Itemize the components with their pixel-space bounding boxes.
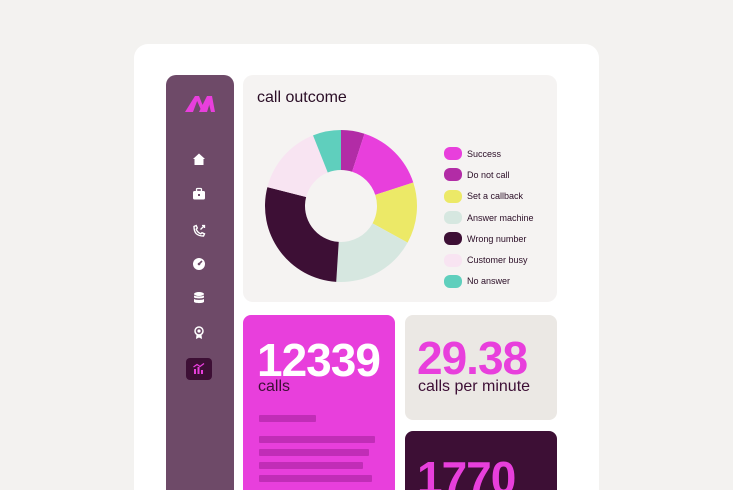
award-icon: [194, 326, 204, 339]
legend-swatch: [444, 189, 462, 203]
donut-slice: [372, 182, 417, 243]
legend-label: Customer busy: [467, 255, 528, 266]
calls-per-minute-panel: 29.38 calls per minute: [405, 315, 557, 420]
briefcase-icon: [193, 187, 205, 200]
placeholder-bar: [259, 475, 372, 482]
total-calls-panel: 12339 calls: [243, 315, 395, 490]
donut-slice: [267, 135, 328, 198]
placeholder-bar: [259, 449, 369, 456]
dashboard-gauge-icon: [193, 258, 205, 270]
stat-panel-dark: 1770: [405, 431, 557, 490]
total-calls-value: 12339: [257, 334, 381, 386]
legend-item: Answer machine: [444, 207, 534, 228]
sidebar-item-dashboard[interactable]: [189, 254, 209, 274]
call-outcome-panel: call outcome Success Do not call Set a cal…: [243, 75, 557, 302]
legend-swatch: [444, 211, 462, 225]
home-icon: [193, 153, 205, 165]
sidebar-item-analytics[interactable]: [186, 358, 212, 380]
call-outcome-donut-chart: [265, 130, 417, 282]
donut-slice: [313, 130, 341, 173]
legend-item: No answer: [444, 271, 534, 292]
legend-swatch: [444, 253, 462, 267]
total-calls-label: calls: [258, 378, 291, 395]
sidebar-item-briefcase[interactable]: [189, 184, 209, 204]
legend-item: Success: [444, 143, 534, 164]
legend-item: Do not call: [444, 164, 534, 185]
chart-legend: Success Do not call Set a callback Answer m…: [444, 143, 534, 292]
sidebar-item-calls[interactable]: [189, 221, 209, 241]
calls-per-minute-label: calls per minute: [418, 378, 531, 395]
sidebar: [166, 75, 234, 490]
legend-label: Wrong number: [467, 233, 527, 244]
phone-call-icon: [193, 224, 206, 237]
placeholder-bar: [259, 415, 316, 422]
donut-slice: [341, 130, 365, 172]
legend-item: Customer busy: [444, 249, 534, 270]
sidebar-item-database[interactable]: [189, 288, 209, 308]
panel-title: call outcome: [257, 89, 347, 106]
donut-slice: [336, 223, 408, 282]
legend-item: Set a callback: [444, 186, 534, 207]
legend-label: Do not call: [467, 169, 510, 180]
analytics-icon: [193, 362, 205, 374]
stat-value: 1770: [417, 452, 516, 490]
legend-swatch: [444, 168, 462, 182]
legend-swatch: [444, 147, 462, 161]
logo-icon: [185, 96, 215, 112]
legend-label: No answer: [467, 276, 511, 287]
placeholder-bar: [259, 462, 363, 469]
legend-label: Answer machine: [467, 212, 534, 223]
placeholder-bar: [259, 436, 375, 443]
legend-swatch: [444, 274, 462, 288]
database-icon: [194, 292, 204, 304]
donut-slice: [265, 187, 339, 282]
calls-per-minute-value: 29.38: [417, 332, 528, 384]
legend-item: Wrong number: [444, 228, 534, 249]
legend-label: Set a callback: [467, 191, 524, 202]
sidebar-item-home[interactable]: [189, 149, 209, 169]
sidebar-item-awards[interactable]: [189, 323, 209, 343]
legend-label: Success: [467, 148, 502, 159]
legend-swatch: [444, 232, 462, 246]
donut-slice: [352, 133, 414, 195]
